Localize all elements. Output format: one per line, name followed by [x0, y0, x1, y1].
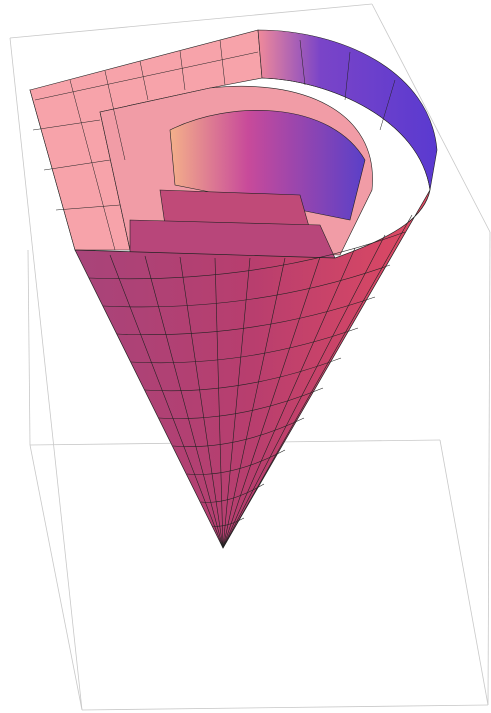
plate-mesh — [32, 39, 431, 251]
cone-mesh — [88, 214, 413, 549]
